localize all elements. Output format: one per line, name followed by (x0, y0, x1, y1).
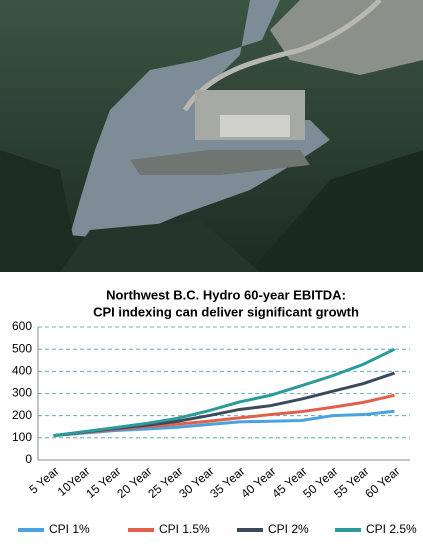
y-tick-label: 0 (25, 452, 32, 466)
y-tick-label: 200 (12, 408, 32, 422)
y-tick-label: 400 (12, 364, 32, 378)
x-tick-label: 60 Year (362, 464, 402, 501)
x-tick-label: 5 Year (26, 464, 61, 497)
legend-label: CPI 1% (49, 522, 90, 536)
y-tick-label: 600 (12, 319, 32, 333)
chart-title: CPI indexing can deliver significant gro… (93, 304, 359, 319)
series-line (53, 347, 396, 438)
y-tick-label: 300 (12, 386, 32, 400)
y-tick-label: 100 (12, 430, 32, 444)
legend-label: CPI 2.5% (366, 522, 417, 536)
chart-title: Northwest B.C. Hydro 60-year EBITDA: (106, 287, 346, 302)
legend-label: CPI 1.5% (159, 522, 210, 536)
photo (0, 0, 423, 272)
legend-label: CPI 2% (268, 522, 309, 536)
y-tick-label: 500 (12, 341, 32, 355)
